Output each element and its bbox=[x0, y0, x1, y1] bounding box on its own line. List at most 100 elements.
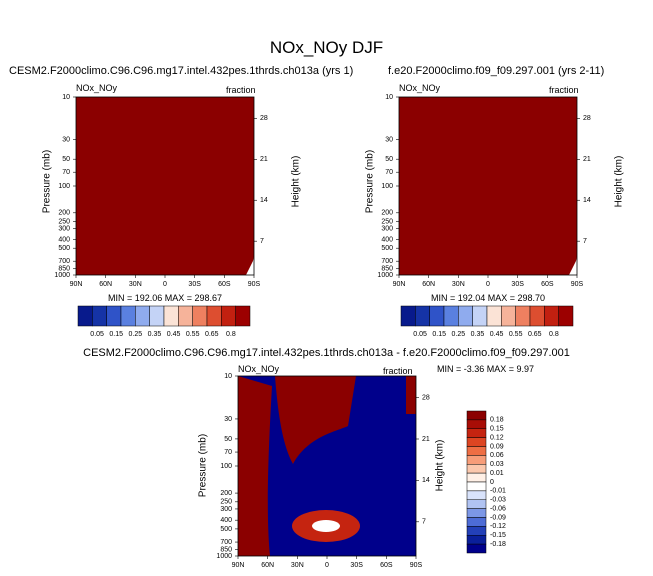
panel3-colorbar-label: 0 bbox=[490, 479, 494, 486]
panel2-height-tick-label: 14 bbox=[583, 197, 591, 204]
panel3-colorbar-label: 0.18 bbox=[490, 417, 504, 424]
panel2-colorbar-box bbox=[458, 305, 473, 327]
panel1-colorbar-label: 0.8 bbox=[226, 331, 236, 338]
panel2-ytick-label: 700 bbox=[381, 258, 393, 265]
panel1-colorbar-box bbox=[192, 305, 208, 327]
panel1-xtick-label: 30N bbox=[129, 281, 142, 288]
panel3-colorbar-box bbox=[466, 455, 487, 465]
panel1-colorbar-box bbox=[149, 305, 165, 327]
panel2-colorbar-box bbox=[529, 305, 545, 327]
panel3-ytick-label: 100 bbox=[220, 463, 232, 470]
panel3-ytick-label: 1000 bbox=[216, 553, 232, 560]
panel2-stats: MIN = 192.04 MAX = 298.70 bbox=[430, 293, 546, 303]
panel3-colorbar-box bbox=[466, 428, 487, 438]
panel3-stats: MIN = -3.36 MAX = 9.97 bbox=[437, 364, 535, 374]
panel3-colorbar-box bbox=[466, 526, 487, 536]
panel2-colorbar-box bbox=[472, 305, 488, 327]
panel2-xtick-label: 90N bbox=[393, 281, 406, 288]
panel2-colorbar-label: 0.25 bbox=[452, 331, 466, 338]
panel1-xtick-label: 0 bbox=[163, 281, 167, 288]
panel3-colorbar-label: 0.06 bbox=[490, 452, 504, 459]
panel1-colorbar-label: 0.05 bbox=[90, 331, 104, 338]
panel2-xtick-label: 90S bbox=[571, 281, 584, 288]
panel3-colorbar-label: 0.15 bbox=[490, 426, 504, 433]
panel1-height-tick-label: 28 bbox=[260, 115, 268, 122]
panel3-xtick-label: 90N bbox=[232, 562, 245, 569]
panel3-xtick-label: 0 bbox=[325, 562, 329, 569]
panel1-title: CESM2.F2000climo.C96.C96.mg17.intel.432p… bbox=[9, 65, 354, 77]
panel3-colorbar-label: -0.15 bbox=[490, 532, 506, 539]
panel3-colorbar-label: 0.09 bbox=[490, 443, 504, 450]
panel2-colorbar-box bbox=[443, 305, 459, 327]
panel1-xtick-label: 60S bbox=[218, 281, 231, 288]
panel3-colorbar-label: 0.12 bbox=[490, 434, 504, 441]
panel2-xtick-label: 30S bbox=[511, 281, 524, 288]
panel2-left-label: NOx_NOy bbox=[399, 83, 441, 93]
panel2-colorbar-box bbox=[515, 305, 531, 327]
panel1-colorbar-box bbox=[106, 305, 122, 327]
panel2-ytick-label: 200 bbox=[381, 210, 393, 217]
panel2-xtick-label: 60S bbox=[541, 281, 554, 288]
panel1-surface-mask bbox=[246, 257, 254, 275]
panel3-colorbar-box bbox=[466, 508, 487, 518]
panel3-right-label: fraction bbox=[383, 366, 413, 376]
panel2-xtick-label: 60N bbox=[422, 281, 435, 288]
panel2-colorbar-box bbox=[558, 305, 574, 327]
panel3-xtick-label: 60N bbox=[261, 562, 274, 569]
panel1-field bbox=[76, 97, 254, 275]
panel3-xtick-label: 60S bbox=[380, 562, 393, 569]
panel2-height-tick-label: 7 bbox=[583, 238, 587, 245]
panel1-height-tick-label: 21 bbox=[260, 156, 268, 163]
panel3-title: CESM2.F2000climo.C96.C96.mg17.intel.432p… bbox=[83, 347, 570, 359]
panel1-height-tick-label: 14 bbox=[260, 197, 268, 204]
panel2-ytick-label: 400 bbox=[381, 236, 393, 243]
panel1-height-tick-label: 7 bbox=[260, 238, 264, 245]
panel3-ytick-label: 400 bbox=[220, 517, 232, 524]
panel1-ytick-label: 700 bbox=[58, 258, 70, 265]
panel2-ytick-label: 10 bbox=[385, 94, 393, 101]
panel2-colorbar-label: 0.35 bbox=[471, 331, 485, 338]
panel3-ytick-label: 70 bbox=[224, 449, 232, 456]
panel2-colorbar-box bbox=[429, 305, 445, 327]
panel2-height-tick-label: 28 bbox=[583, 115, 591, 122]
panel2-colorbar-label: 0.15 bbox=[432, 331, 446, 338]
panel1-xtick-label: 60N bbox=[99, 281, 112, 288]
panel3-positive-region-upper bbox=[238, 376, 356, 464]
panel3-colorbar-box bbox=[466, 472, 487, 483]
panel1-stats: MIN = 192.06 MAX = 298.67 bbox=[107, 293, 223, 303]
panel2-ytick-label: 500 bbox=[381, 245, 393, 252]
panel2-height-tick-label: 21 bbox=[583, 156, 591, 163]
panel3-xtick-label: 30N bbox=[291, 562, 304, 569]
panel3-colorbar-label: 0.01 bbox=[490, 470, 504, 477]
panel1-colorbar-box bbox=[120, 305, 136, 327]
panel3-height-tick-label: 28 bbox=[422, 394, 430, 401]
panel3-xtick-label: 90S bbox=[410, 562, 423, 569]
panel1-colorbar-box bbox=[206, 305, 222, 327]
panel2-ytick-label: 30 bbox=[385, 136, 393, 143]
panel1-xtick-label: 30S bbox=[188, 281, 201, 288]
panel1-ytick-label: 10 bbox=[62, 94, 70, 101]
panel3-colorbar-label: -0.12 bbox=[490, 523, 506, 530]
panel3-colorbar-label: -0.09 bbox=[490, 514, 506, 521]
panel3-ytick-label: 250 bbox=[220, 499, 232, 506]
panel3-positive-region-left bbox=[238, 376, 272, 556]
panel1-colorbar-label: 0.15 bbox=[109, 331, 123, 338]
panel2-ytick-label: 70 bbox=[385, 169, 393, 176]
panel1-right-label: fraction bbox=[226, 85, 256, 95]
panel3-ytick-label: 300 bbox=[220, 506, 232, 513]
panel1-colorbar-box bbox=[135, 305, 150, 327]
panel2-right-label: fraction bbox=[549, 85, 579, 95]
panel3-colorbar-label: -0.06 bbox=[490, 505, 506, 512]
panel3-colorbar-box bbox=[466, 490, 487, 500]
panel1-ytick-label: 1000 bbox=[54, 272, 70, 279]
panel3-colorbar-box bbox=[466, 481, 487, 492]
panel1-ytick-label: 850 bbox=[58, 266, 70, 273]
panel1-ytick-label: 100 bbox=[58, 183, 70, 190]
panel3-height-tick-label: 21 bbox=[422, 436, 430, 443]
panel3-colorbar-box bbox=[466, 543, 487, 554]
panel2-colorbar-label: 0.8 bbox=[549, 331, 559, 338]
panel2-ytick-label: 850 bbox=[381, 266, 393, 273]
panel1-xtick-label: 90S bbox=[248, 281, 261, 288]
panel1-colorbar-box bbox=[77, 305, 93, 327]
